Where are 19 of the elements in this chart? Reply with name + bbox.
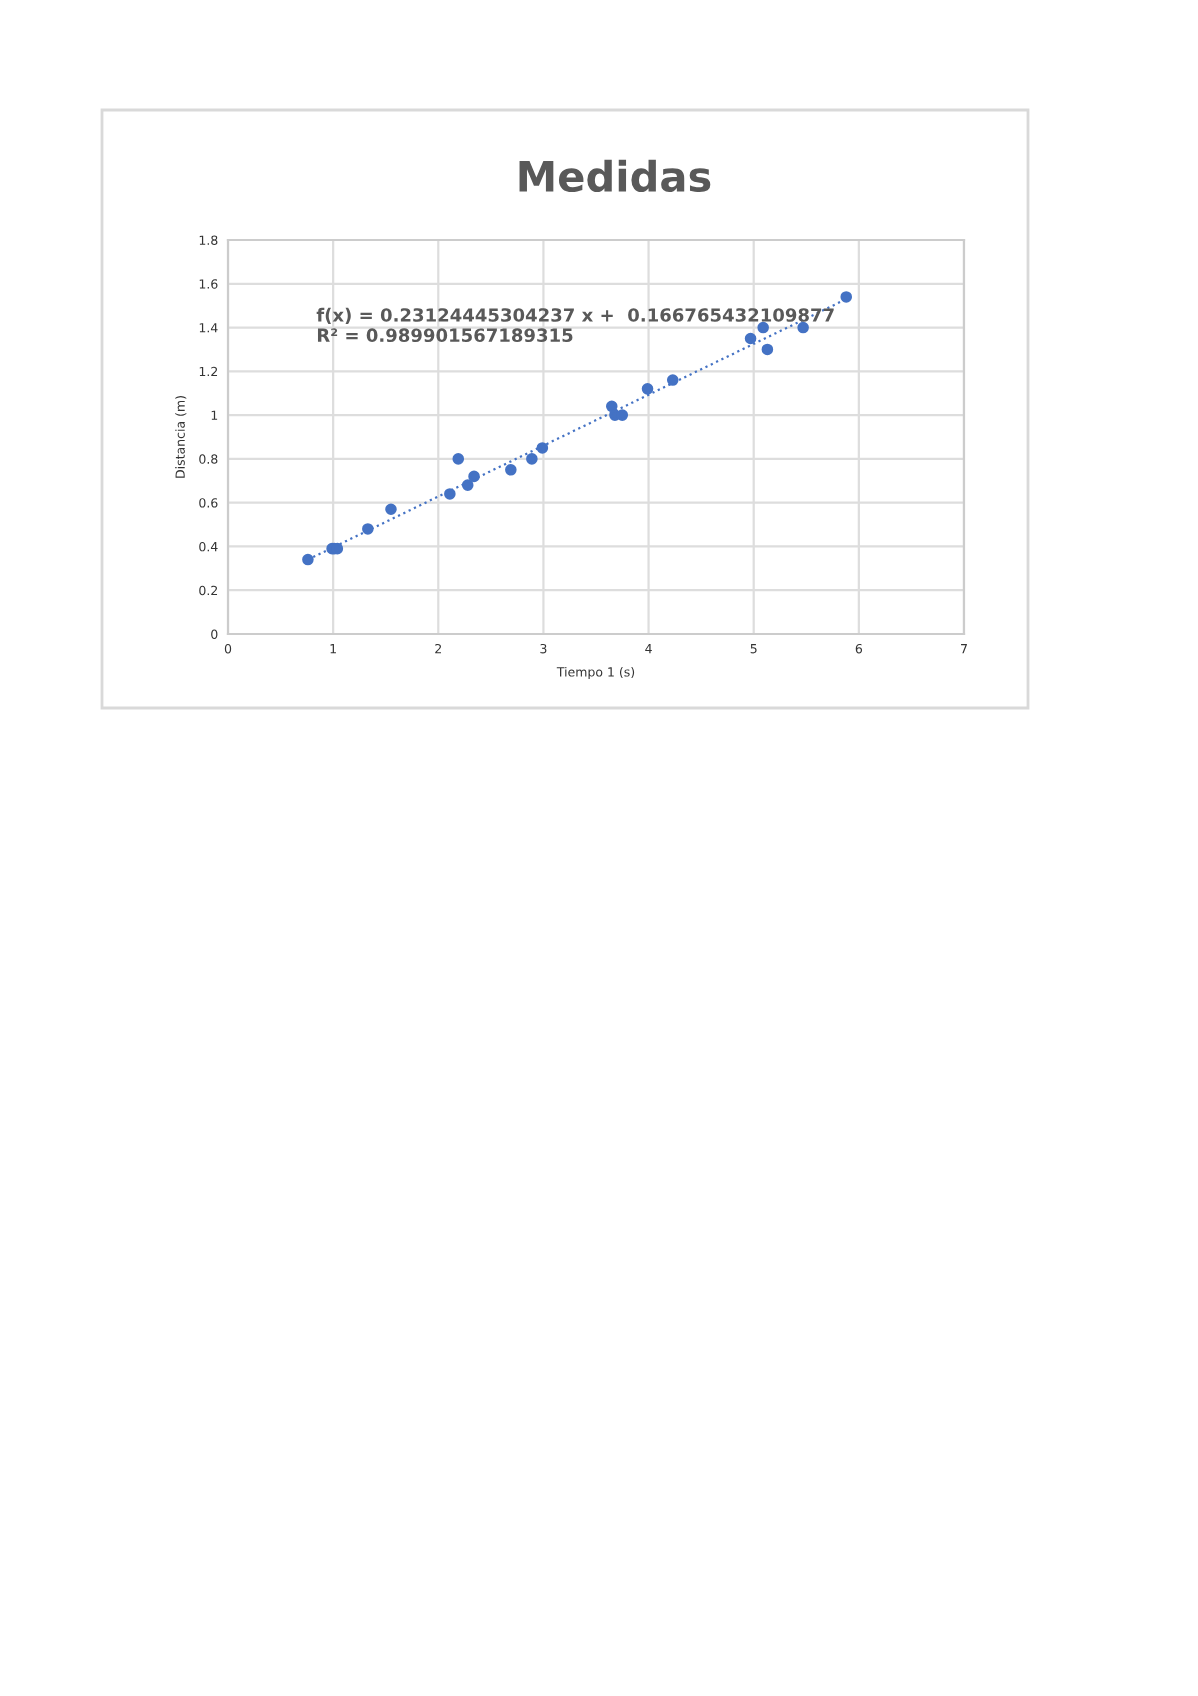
point xyxy=(605,400,618,413)
point xyxy=(385,503,397,516)
point xyxy=(505,464,517,476)
point xyxy=(761,343,774,356)
point xyxy=(536,442,549,454)
point xyxy=(840,291,853,303)
point xyxy=(468,470,480,483)
point xyxy=(757,321,769,334)
point xyxy=(797,321,809,334)
point xyxy=(302,553,314,566)
point xyxy=(461,479,474,491)
point xyxy=(362,523,374,535)
chart-title: Medidas xyxy=(519,159,711,193)
point xyxy=(526,453,538,465)
point xyxy=(452,453,465,465)
point xyxy=(444,488,456,500)
point xyxy=(666,374,679,386)
point xyxy=(641,383,654,395)
point xyxy=(744,332,757,345)
